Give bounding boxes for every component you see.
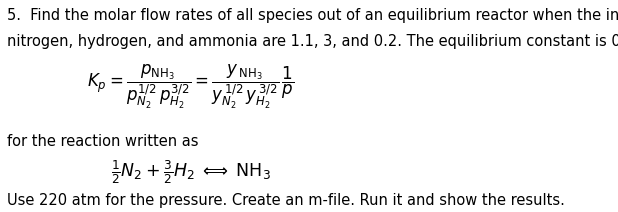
Text: $\frac{1}{2}N_2 + \frac{3}{2}H_2 \;\Longleftrightarrow\; \mathrm{NH_3}$: $\frac{1}{2}N_2 + \frac{3}{2}H_2 \;\Long… — [111, 159, 271, 186]
Text: for the reaction written as: for the reaction written as — [7, 134, 198, 149]
Text: nitrogen, hydrogen, and ammonia are 1.1, 3, and 0.2. The equilibrium constant is: nitrogen, hydrogen, and ammonia are 1.1,… — [7, 34, 618, 49]
Text: 5.  Find the molar flow rates of all species out of an equilibrium reactor when : 5. Find the molar flow rates of all spec… — [7, 7, 618, 22]
Text: Use 220 atm for the pressure. Create an m-file. Run it and show the results.: Use 220 atm for the pressure. Create an … — [7, 193, 565, 208]
Text: $K_p = \dfrac{p_{\mathrm{NH_3}}}{p_{N_2}^{1/2}\,p_{H_2}^{3/2}} = \dfrac{y_{\,\ma: $K_p = \dfrac{p_{\mathrm{NH_3}}}{p_{N_2}… — [87, 63, 295, 111]
